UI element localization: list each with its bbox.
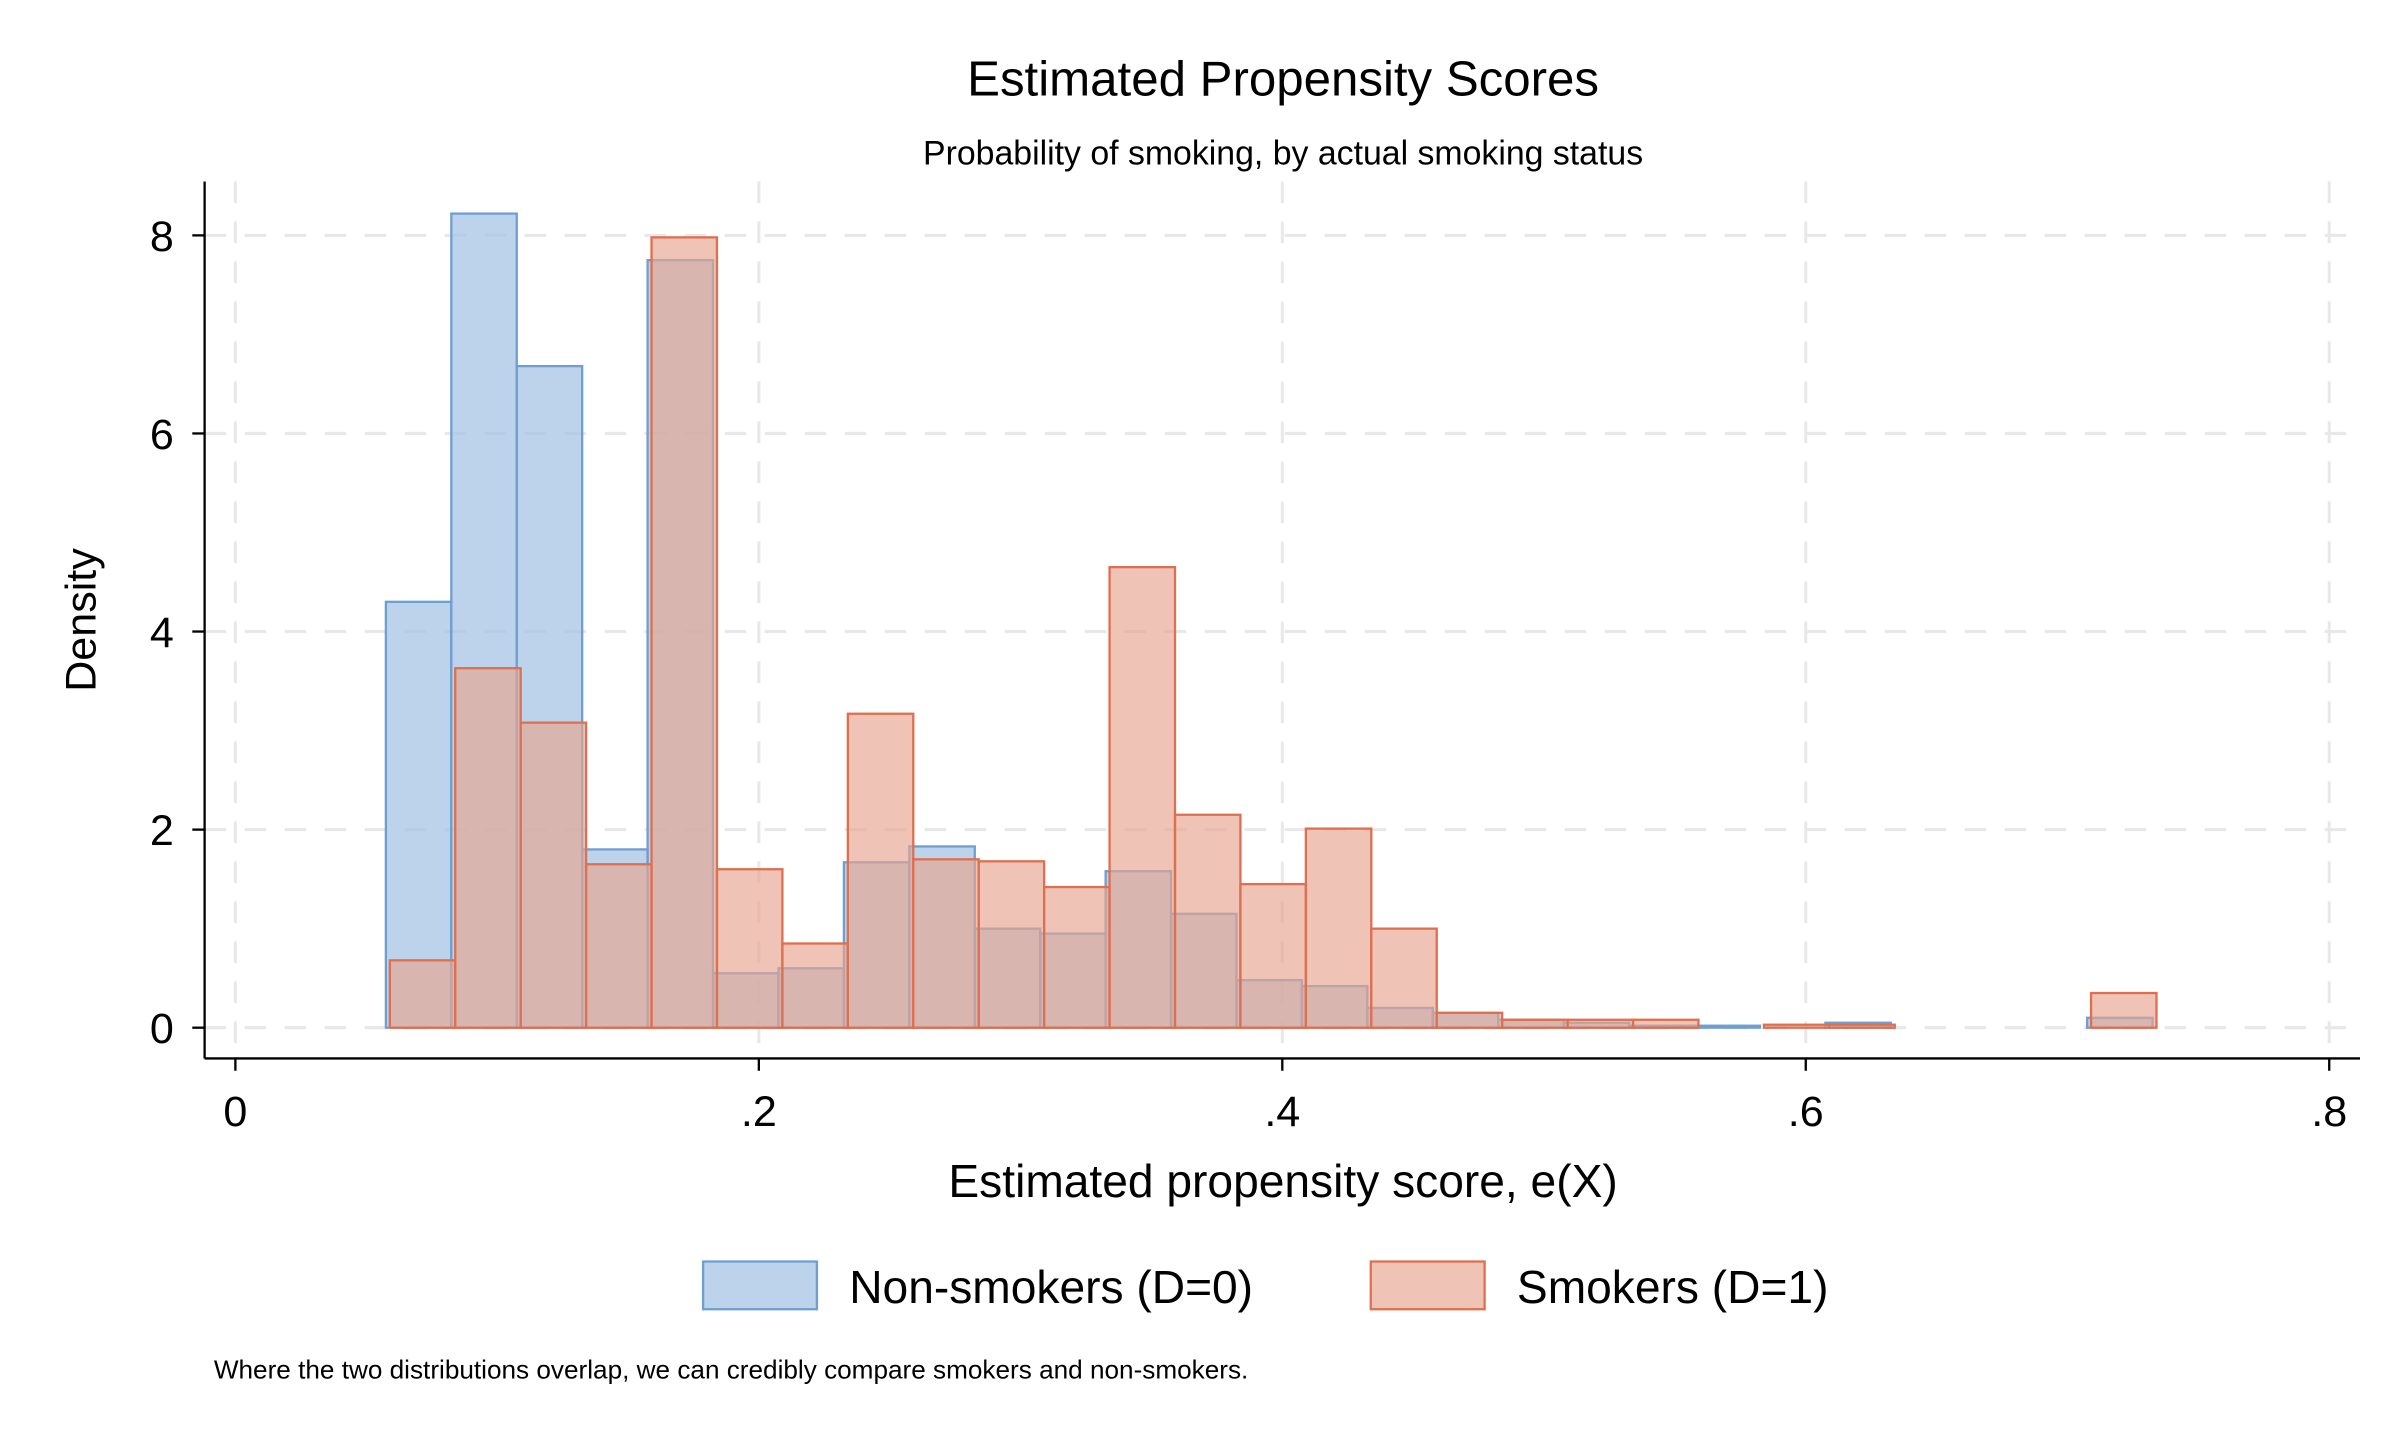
y-tick-label: 8 (150, 213, 174, 261)
x-tick-label: .4 (1264, 1088, 1300, 1136)
legend-swatch-smokers (1369, 1260, 1486, 1311)
y-axis-label: Density (57, 548, 105, 692)
bar-smokers (584, 863, 653, 1029)
legend-swatch-non-smokers (701, 1260, 819, 1311)
bar-smokers (1566, 1018, 1635, 1029)
x-tick-label: .2 (741, 1088, 777, 1136)
x-axis-label: Estimated propensity score, e(X) (948, 1155, 1617, 1207)
bar-smokers (715, 868, 784, 1029)
chart-subtitle: Probability of smoking, by actual smokin… (923, 135, 1643, 173)
bar-smokers (388, 959, 457, 1029)
bar-smokers (846, 712, 915, 1029)
bar-smokers (781, 942, 849, 1029)
bar-smokers (1828, 1023, 1896, 1029)
bar-smokers (1501, 1018, 1569, 1029)
bar-smokers (1239, 882, 1308, 1029)
legend-label-non-smokers: Non-smokers (D=0) (849, 1261, 1253, 1313)
y-tick-label: 4 (150, 609, 174, 657)
bar-smokers (1370, 927, 1438, 1029)
bar-non-smokers (1693, 1024, 1762, 1029)
legend: Non-smokers (D=0) Smokers (D=1) (701, 1260, 1829, 1313)
x-tick-label: .8 (2311, 1088, 2347, 1136)
bar-smokers (977, 860, 1046, 1029)
bar-smokers (1108, 566, 1177, 1029)
bar-smokers (2089, 991, 2158, 1029)
bar-smokers (1435, 1011, 1504, 1029)
bar-smokers (912, 858, 980, 1029)
bar-smokers (650, 236, 719, 1029)
bar-smokers (1042, 885, 1111, 1029)
bar-smokers (519, 721, 588, 1029)
bar-smokers (1173, 813, 1242, 1029)
chart-title: Estimated Propensity Scores (967, 51, 1599, 106)
bar-smokers (1762, 1023, 1831, 1029)
y-tick-label: 2 (150, 807, 174, 855)
y-tick-label: 6 (150, 411, 174, 459)
bars (384, 212, 2158, 1029)
x-tick-label: .6 (1788, 1088, 1824, 1136)
bar-smokers (1304, 827, 1373, 1029)
legend-label-smokers: Smokers (D=1) (1517, 1261, 1829, 1313)
y-tick-label: 0 (150, 1005, 174, 1053)
bar-smokers (454, 667, 522, 1029)
ticks: 0 2 4 6 8 0 .2 .4 .6 .8 (150, 213, 2347, 1136)
x-tick-label: 0 (223, 1088, 247, 1136)
chart-note: Where the two distributions overlap, we … (214, 1354, 1248, 1384)
bar-smokers (1631, 1018, 1700, 1029)
